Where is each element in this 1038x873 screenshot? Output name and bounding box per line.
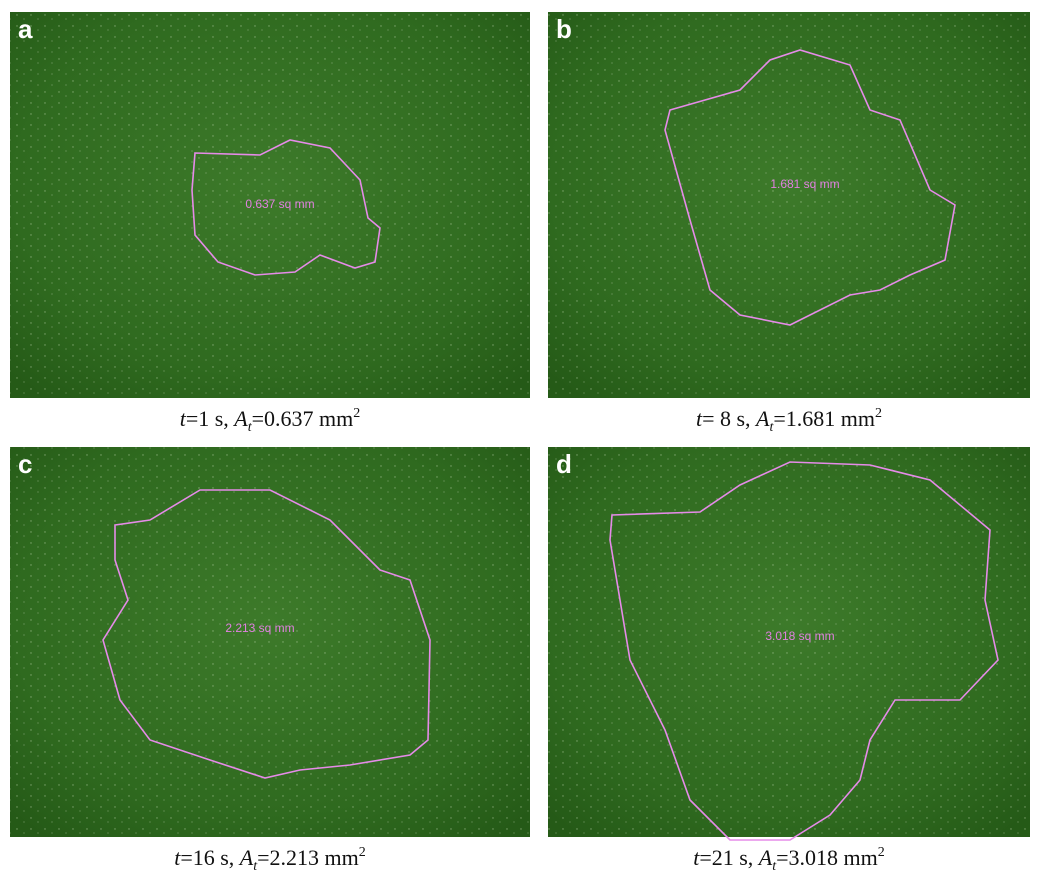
panel-label: d bbox=[556, 449, 572, 479]
caption-t-value: = 8 s, bbox=[702, 406, 756, 431]
caption-a: A bbox=[232, 406, 248, 431]
caption-a-value: =3.018 mm bbox=[776, 845, 878, 870]
photo-texture bbox=[548, 12, 1030, 398]
area-text: 3.018 sq mm bbox=[765, 629, 834, 643]
panel-label: c bbox=[18, 449, 32, 479]
caption-a: A bbox=[754, 406, 770, 431]
panel-label: a bbox=[18, 14, 33, 44]
caption: t= 8 s, At=1.681 mm2 bbox=[696, 406, 882, 435]
area-text: 2.213 sq mm bbox=[225, 621, 294, 635]
caption-a-sup: 2 bbox=[353, 406, 360, 421]
photo-texture bbox=[10, 447, 530, 837]
panel: d 3.018 sq mm t=21 s, At=3.018 mm2 bbox=[548, 447, 1030, 873]
caption: t=1 s, At=0.637 mm2 bbox=[180, 406, 361, 435]
caption-a: A bbox=[238, 845, 254, 870]
panel: c 2.213 sq mm t=16 s, At=2.213 mm2 bbox=[10, 447, 530, 873]
caption-a: A bbox=[757, 845, 773, 870]
caption-t-value: =1 s, bbox=[186, 406, 234, 431]
caption-a-sup: 2 bbox=[359, 845, 366, 860]
panel: a 0.637 sq mm t=1 s, At=0.637 mm2 bbox=[10, 12, 530, 435]
caption-t-value: =16 s, bbox=[180, 845, 239, 870]
panel-label: b bbox=[556, 14, 572, 44]
caption-t-value: =21 s, bbox=[699, 845, 758, 870]
caption-a-sup: 2 bbox=[878, 845, 885, 860]
caption-a-sup: 2 bbox=[875, 406, 882, 421]
caption: t=16 s, At=2.213 mm2 bbox=[174, 845, 366, 873]
panel: b 1.681 sq mm t= 8 s, At=1.681 mm2 bbox=[548, 12, 1030, 435]
caption-a-value: =0.637 mm bbox=[252, 406, 354, 431]
caption: t=21 s, At=3.018 mm2 bbox=[693, 845, 885, 873]
area-text: 0.637 sq mm bbox=[245, 197, 314, 211]
caption-a-value: =2.213 mm bbox=[257, 845, 359, 870]
figure: a 0.637 sq mm t=1 s, At=0.637 mm2 b 1.681 sq… bbox=[0, 0, 1038, 873]
area-text: 1.681 sq mm bbox=[770, 177, 839, 191]
caption-a-value: =1.681 mm bbox=[773, 406, 875, 431]
